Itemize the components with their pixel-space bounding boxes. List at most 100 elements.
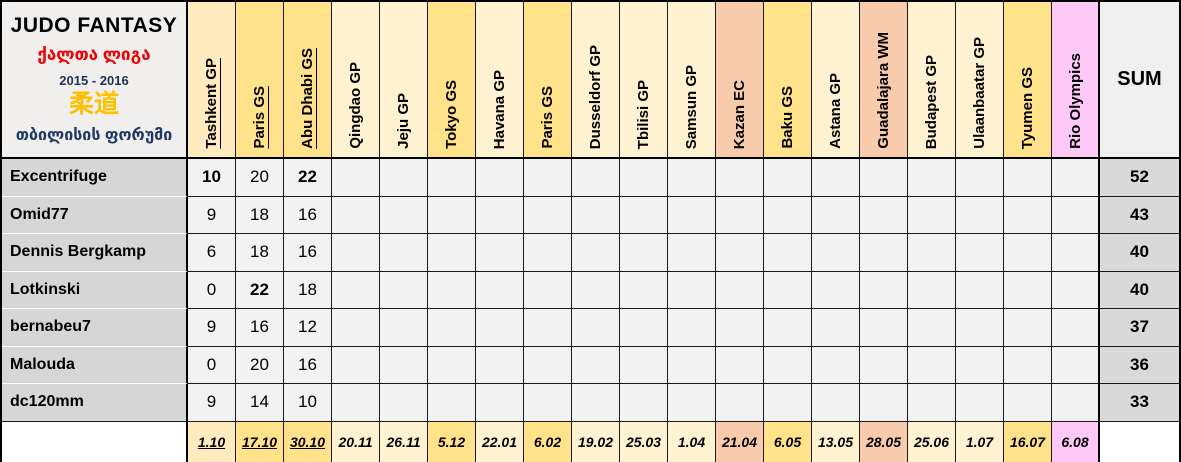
- score-cell[interactable]: [380, 384, 428, 422]
- score-cell[interactable]: [620, 309, 668, 347]
- date-row-name-cell[interactable]: [2, 421, 188, 462]
- score-cell[interactable]: [1052, 309, 1100, 347]
- score-cell[interactable]: 16: [284, 196, 332, 234]
- player-name-excentrifuge[interactable]: Excentrifuge: [2, 159, 188, 197]
- score-cell[interactable]: 10: [188, 159, 236, 197]
- date-cell-paris-gs[interactable]: 6.02: [524, 421, 572, 462]
- player-name-omid77[interactable]: Omid77: [2, 196, 188, 234]
- date-cell-budapest-gp[interactable]: 25.06: [908, 421, 956, 462]
- score-cell[interactable]: [572, 309, 620, 347]
- score-cell[interactable]: [572, 234, 620, 272]
- score-cell[interactable]: [716, 234, 764, 272]
- score-cell[interactable]: [716, 346, 764, 384]
- score-cell[interactable]: [1004, 346, 1052, 384]
- score-cell[interactable]: [1004, 271, 1052, 309]
- score-cell[interactable]: 14: [236, 384, 284, 422]
- score-cell[interactable]: 22: [236, 271, 284, 309]
- score-cell[interactable]: [380, 346, 428, 384]
- score-cell[interactable]: [572, 346, 620, 384]
- date-cell-abu-dhabi-gs[interactable]: 30.10: [284, 421, 332, 462]
- score-cell[interactable]: [620, 234, 668, 272]
- score-cell[interactable]: [956, 196, 1004, 234]
- date-cell-dusseldorf-gp[interactable]: 19.02: [572, 421, 620, 462]
- score-cell[interactable]: [956, 271, 1004, 309]
- date-cell-qingdao-gp[interactable]: 20.11: [332, 421, 380, 462]
- score-cell[interactable]: [716, 309, 764, 347]
- score-cell[interactable]: [476, 196, 524, 234]
- player-name-bernabeu7[interactable]: bernabeu7: [2, 309, 188, 347]
- score-cell[interactable]: [1052, 384, 1100, 422]
- sum-column-header[interactable]: SUM: [1100, 2, 1179, 159]
- column-header-havana-gp[interactable]: Havana GP: [476, 2, 524, 159]
- score-cell[interactable]: 9: [188, 309, 236, 347]
- column-header-baku-gs[interactable]: Baku GS: [764, 2, 812, 159]
- column-header-tyumen-gs[interactable]: Tyumen GS: [1004, 2, 1052, 159]
- score-cell[interactable]: 18: [236, 196, 284, 234]
- column-header-kazan-ec[interactable]: Kazan EC: [716, 2, 764, 159]
- score-cell[interactable]: [956, 234, 1004, 272]
- score-cell[interactable]: [380, 196, 428, 234]
- score-cell[interactable]: [764, 234, 812, 272]
- score-cell[interactable]: [860, 346, 908, 384]
- score-cell[interactable]: [572, 196, 620, 234]
- score-cell[interactable]: [716, 159, 764, 197]
- score-cell[interactable]: 0: [188, 346, 236, 384]
- score-cell[interactable]: [956, 159, 1004, 197]
- score-cell[interactable]: [668, 159, 716, 197]
- score-cell[interactable]: 12: [284, 309, 332, 347]
- column-header-budapest-gp[interactable]: Budapest GP: [908, 2, 956, 159]
- score-cell[interactable]: 16: [236, 309, 284, 347]
- date-cell-jeju-gp[interactable]: 26.11: [380, 421, 428, 462]
- column-header-guadalajara-wm[interactable]: Guadalajara WM: [860, 2, 908, 159]
- column-header-tokyo-gs[interactable]: Tokyo GS: [428, 2, 476, 159]
- score-cell[interactable]: [524, 309, 572, 347]
- score-cell[interactable]: [860, 196, 908, 234]
- score-cell[interactable]: [668, 196, 716, 234]
- score-cell[interactable]: [476, 271, 524, 309]
- score-cell[interactable]: [812, 309, 860, 347]
- score-cell[interactable]: [428, 159, 476, 197]
- date-cell-baku-gs[interactable]: 6.05: [764, 421, 812, 462]
- score-cell[interactable]: [812, 271, 860, 309]
- sum-cell-dc120mm[interactable]: 33: [1100, 384, 1179, 422]
- score-cell[interactable]: 9: [188, 384, 236, 422]
- score-cell[interactable]: [524, 384, 572, 422]
- score-cell[interactable]: [428, 384, 476, 422]
- date-cell-rio-olympics[interactable]: 6.08: [1052, 421, 1100, 462]
- score-cell[interactable]: [812, 159, 860, 197]
- score-cell[interactable]: [524, 196, 572, 234]
- score-cell[interactable]: [332, 384, 380, 422]
- player-name-dennis-bergkamp[interactable]: Dennis Bergkamp: [2, 234, 188, 272]
- column-header-paris-gs[interactable]: Paris GS: [236, 2, 284, 159]
- sum-cell-lotkinski[interactable]: 40: [1100, 271, 1179, 309]
- column-header-dusseldorf-gp[interactable]: Dusseldorf GP: [572, 2, 620, 159]
- score-cell[interactable]: [812, 384, 860, 422]
- score-cell[interactable]: [1052, 196, 1100, 234]
- score-cell[interactable]: [524, 234, 572, 272]
- score-cell[interactable]: [908, 234, 956, 272]
- score-cell[interactable]: [908, 346, 956, 384]
- date-cell-tbilisi-gp[interactable]: 25.03: [620, 421, 668, 462]
- score-cell[interactable]: [572, 271, 620, 309]
- score-cell[interactable]: [428, 271, 476, 309]
- score-cell[interactable]: [668, 234, 716, 272]
- score-cell[interactable]: [620, 196, 668, 234]
- player-name-lotkinski[interactable]: Lotkinski: [2, 271, 188, 309]
- column-header-rio-olympics[interactable]: Rio Olympics: [1052, 2, 1100, 159]
- score-cell[interactable]: 18: [236, 234, 284, 272]
- sum-cell-excentrifuge[interactable]: 52: [1100, 159, 1179, 197]
- score-cell[interactable]: [332, 271, 380, 309]
- score-cell[interactable]: 16: [284, 346, 332, 384]
- column-header-ulaanbaatar-gp[interactable]: Ulaanbaatar GP: [956, 2, 1004, 159]
- score-cell[interactable]: 6: [188, 234, 236, 272]
- sum-cell-omid77[interactable]: 43: [1100, 196, 1179, 234]
- score-cell[interactable]: [716, 384, 764, 422]
- score-cell[interactable]: [956, 384, 1004, 422]
- score-cell[interactable]: [476, 234, 524, 272]
- date-cell-samsun-gp[interactable]: 1.04: [668, 421, 716, 462]
- score-cell[interactable]: [668, 271, 716, 309]
- score-cell[interactable]: [476, 384, 524, 422]
- score-cell[interactable]: [620, 159, 668, 197]
- score-cell[interactable]: [908, 309, 956, 347]
- score-cell[interactable]: [860, 271, 908, 309]
